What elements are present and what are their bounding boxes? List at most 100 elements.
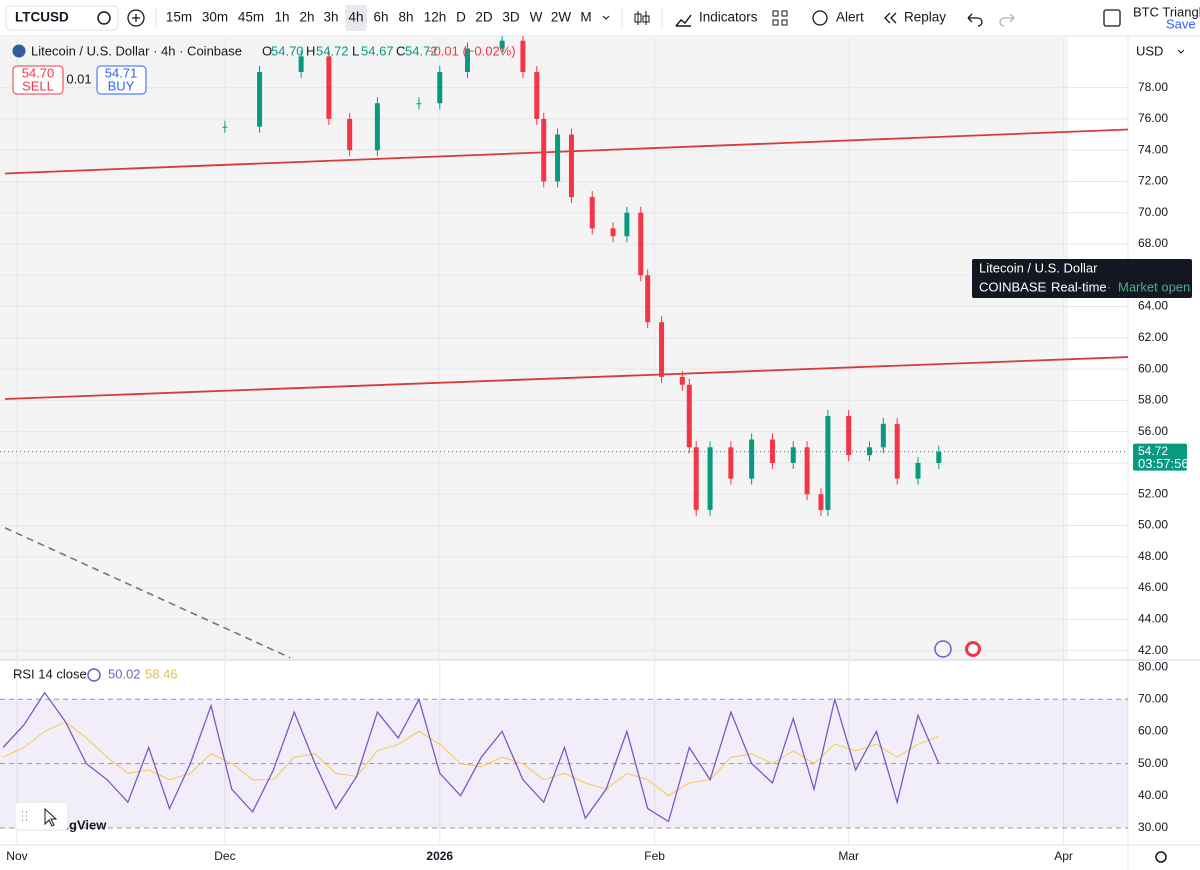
interval-button[interactable]: 2h (299, 10, 314, 25)
price-tick-label: 50.00 (1138, 518, 1168, 532)
candle-body (568, 134, 574, 198)
compare-plus (132, 14, 140, 22)
alert-button[interactable]: Alert (836, 10, 864, 25)
settings-button[interactable] (1155, 851, 1167, 863)
time-tick-label: Nov (6, 849, 27, 863)
trend-line (4, 128, 1128, 175)
rsi-tick-label: 80.00 (1138, 659, 1168, 673)
sell-price[interactable]: 54.70 (22, 65, 55, 80)
symbol[interactable]: LTCUSD (15, 10, 69, 25)
tooltip-exchange: COINBASE (979, 279, 1047, 294)
price-tick-label: 46.00 (1138, 580, 1168, 594)
price-tick-label: 68.00 (1138, 236, 1168, 250)
legend-change: −0.01 (−0.02%) (426, 43, 516, 58)
spread: 0.01 (66, 71, 91, 86)
drag-handle[interactable] (22, 811, 27, 821)
buy-label[interactable]: BUY (108, 78, 135, 93)
interval-button[interactable]: 45m (238, 10, 264, 25)
candle-body (541, 118, 547, 182)
interval-button[interactable]: M (580, 10, 591, 25)
interval-button[interactable]: 2D (475, 10, 493, 25)
candle-body (693, 447, 699, 510)
rsi-pane (0, 661, 1128, 845)
indicators-button[interactable]: Indicators (699, 10, 758, 25)
events-icon[interactable] (934, 640, 952, 658)
sell-button[interactable] (12, 65, 64, 95)
drawing-toolbar[interactable] (14, 801, 69, 831)
redo-button[interactable] (999, 13, 1015, 27)
rsi-refresh-icon[interactable] (87, 668, 101, 682)
active-interval-bg[interactable] (345, 5, 367, 31)
countdown-label: 03:57:56 (1138, 456, 1189, 471)
ohlc-value: 54.67 (361, 43, 394, 58)
tooltip-dot: · (1043, 279, 1047, 294)
interval-button[interactable]: 30m (202, 10, 228, 25)
buy-button[interactable] (96, 65, 147, 95)
rsi-tick-label: 60.00 (1138, 724, 1168, 738)
interval-button[interactable]: 1h (274, 10, 289, 25)
rsi-line (2, 691, 940, 823)
interval-button[interactable]: 2W (551, 10, 572, 25)
main-pane (0, 36, 1128, 660)
axes: Nov Dec 2026 Feb Mar Apr 42.00 44.00 46.00 48.00 5… (6, 80, 1188, 863)
replay-icon[interactable] (884, 12, 897, 24)
legend-title: Litecoin / U.S. Dollar · 4h · Coinbase (31, 43, 242, 58)
ohlc-value: 54.72 (405, 43, 438, 58)
candle-body (638, 212, 644, 276)
toolbar (0, 0, 1200, 36)
price-tick-label: 56.00 (1138, 424, 1168, 438)
replay-button[interactable]: Replay (904, 10, 946, 25)
currency[interactable]: USD (1136, 43, 1163, 58)
symbol-box[interactable] (5, 5, 119, 31)
alert-icon[interactable] (812, 10, 828, 26)
interval-button[interactable]: 15m (166, 10, 192, 25)
candle-body (936, 451, 942, 463)
interval-button[interactable]: 4h (348, 10, 363, 25)
time-tick-label: Feb (644, 849, 665, 863)
rsi-legend-value: 50.02 (108, 666, 141, 681)
candle-body (707, 447, 713, 510)
interval-button[interactable]: 8h (398, 10, 413, 25)
rsi-tick-label: 50.00 (1138, 756, 1168, 770)
interval-button[interactable]: 12h (424, 10, 447, 25)
undo-button[interactable] (967, 13, 983, 27)
save-label[interactable]: Save (1166, 16, 1196, 31)
tooltip-name: Litecoin / U.S. Dollar (979, 260, 1098, 275)
symbol-icon[interactable] (97, 11, 111, 25)
indicators-icon[interactable] (675, 14, 692, 27)
buy-price[interactable]: 54.71 (105, 65, 138, 80)
interval-dropdown[interactable] (602, 15, 610, 20)
symbol-logo (12, 44, 26, 58)
interval-button[interactable]: 3h (323, 10, 338, 25)
cursor-tool[interactable] (44, 807, 58, 827)
price-tick-label: 42.00 (1138, 643, 1168, 657)
price-tick-label: 72.00 (1138, 174, 1168, 188)
rsi-title: RSI 14 close (13, 666, 87, 681)
candle-body (790, 447, 796, 463)
trend-line (4, 527, 291, 659)
tooltip-feed: Real-time (1051, 279, 1107, 294)
interval-button[interactable]: 3D (502, 10, 520, 25)
compare-button[interactable] (127, 9, 145, 27)
time-tick-label: 2026 (426, 849, 453, 863)
layout-name[interactable]: BTC Triangle (1133, 4, 1200, 19)
tooltip-dot: · (1107, 279, 1111, 294)
interval-button[interactable]: D (456, 10, 466, 25)
interval-button[interactable]: 6h (373, 10, 388, 25)
rsi-tick-label: 30.00 (1138, 820, 1168, 834)
layout-icon[interactable] (1103, 9, 1121, 27)
price-tick-label: 74.00 (1138, 142, 1168, 156)
ohlc-value: 54.72 (316, 43, 349, 58)
candle-body (686, 384, 692, 448)
currency-dropdown[interactable] (1177, 49, 1185, 54)
sell-label[interactable]: SELL (22, 78, 54, 93)
ohlc-label: O (262, 43, 272, 58)
chart-type-button[interactable] (634, 11, 650, 25)
templates-button[interactable] (772, 10, 788, 26)
interval-button[interactable]: W (530, 10, 543, 25)
candle-body (222, 126, 228, 128)
last-price-badge (1133, 443, 1187, 471)
candle-body (555, 134, 561, 182)
candle-body (728, 447, 734, 479)
candle-body (416, 103, 422, 105)
